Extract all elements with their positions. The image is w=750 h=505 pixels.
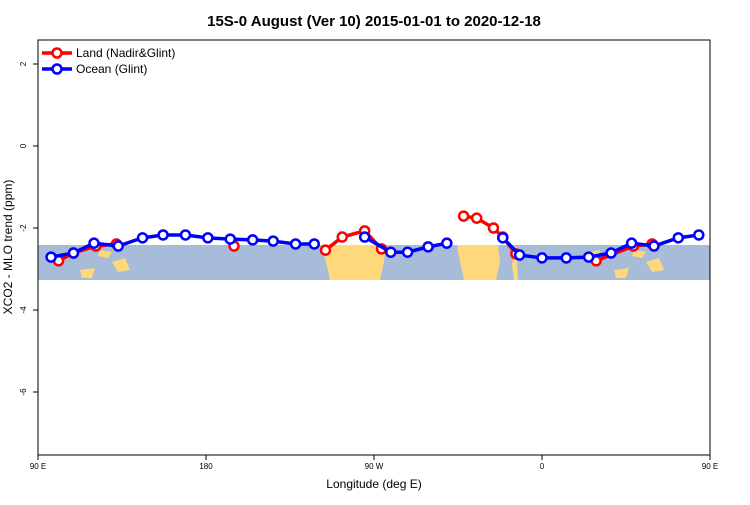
- data-point: [224, 233, 237, 245]
- legend-label: Land (Nadir&Glint): [76, 46, 175, 60]
- data-point: [672, 232, 685, 244]
- data-point: [582, 251, 595, 263]
- y-tick-label: -4: [19, 306, 28, 314]
- data-point: [308, 238, 321, 250]
- series-line: [501, 233, 700, 260]
- legend-marker: [51, 47, 63, 59]
- data-point: [536, 252, 548, 264]
- x-tick-label: 90 E: [30, 462, 46, 471]
- data-point: [422, 241, 434, 253]
- data-point: [385, 246, 397, 258]
- y-tick-label: 0: [19, 143, 28, 148]
- data-point: [441, 237, 453, 249]
- data-point: [112, 240, 125, 252]
- data-point: [179, 229, 192, 241]
- data-point: [401, 246, 414, 258]
- data-point: [470, 212, 483, 224]
- x-tick-label: 90 W: [365, 462, 384, 471]
- x-tick-label: 0: [540, 462, 545, 471]
- data-point: [457, 210, 470, 222]
- land-shape: [614, 268, 629, 278]
- data-point: [336, 231, 349, 243]
- land-shape: [457, 245, 500, 280]
- land-shape: [98, 250, 112, 258]
- legend-label: Ocean (Glint): [76, 62, 147, 76]
- series-ocean: [45, 229, 705, 264]
- legend: Land (Nadir&Glint) Ocean (Glint): [42, 46, 175, 76]
- land-shape: [632, 250, 646, 258]
- data-point: [487, 222, 500, 234]
- data-point: [513, 249, 526, 261]
- y-tick-label: 2: [19, 61, 28, 66]
- data-point: [202, 232, 214, 244]
- data-point: [358, 231, 371, 243]
- data-point: [693, 229, 705, 241]
- y-tick-label: -2: [19, 224, 28, 232]
- data-point: [648, 240, 660, 252]
- legend-marker: [51, 63, 63, 75]
- x-tick-label: 90 E: [702, 462, 718, 471]
- data-point: [67, 247, 80, 259]
- data-point: [136, 232, 149, 244]
- data-point: [560, 252, 573, 264]
- land-shape: [112, 258, 130, 272]
- x-axis-label: Longitude (deg E): [326, 477, 421, 491]
- data-point: [625, 237, 638, 249]
- data-point: [157, 229, 169, 241]
- data-point: [45, 251, 57, 263]
- x-tick-label: 180: [199, 462, 213, 471]
- data-point: [267, 235, 279, 247]
- data-point: [289, 238, 302, 250]
- data-point: [497, 232, 509, 244]
- chart-title: 15S-0 August (Ver 10) 2015-01-01 to 2020…: [207, 13, 541, 30]
- data-point: [88, 237, 100, 249]
- series-lines: [45, 210, 705, 267]
- data-point: [246, 234, 259, 246]
- land-shape: [646, 258, 664, 272]
- land-shape: [80, 268, 95, 278]
- y-axis-label: XCO2 - MLO trend (ppm): [1, 180, 15, 315]
- y-tick-label: -6: [19, 388, 28, 396]
- data-point: [319, 244, 332, 256]
- land-shape: [322, 245, 386, 280]
- data-point: [605, 247, 617, 259]
